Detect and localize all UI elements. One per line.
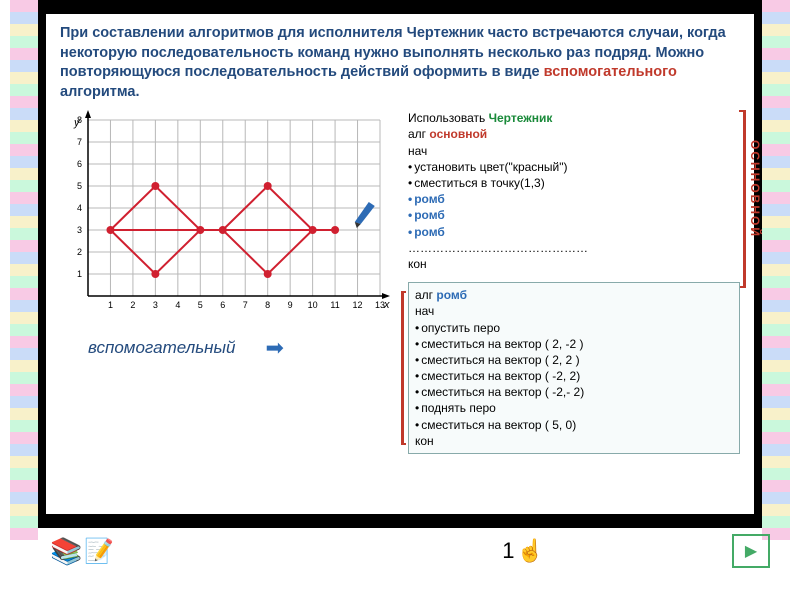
code-call: ромб [408,207,714,223]
alg-name-sub: ромб [436,288,467,302]
books-icon[interactable]: 📚 [50,536,82,567]
intro-text-2: алгоритма. [60,84,139,100]
grid-chart: 1234567891011121312345678xy [60,110,390,320]
svg-text:1: 1 [77,269,82,279]
svg-text:4: 4 [175,300,180,310]
code-cmd: опустить перо [415,320,733,336]
code-cmd: сместиться на вектор ( 5, 0) [415,417,733,433]
brace-main-icon [737,110,746,288]
decorative-border-left [10,0,38,540]
code-end: кон [415,433,733,449]
alg-name-main: основной [429,127,487,141]
code-call: ромб [408,224,714,240]
notepad-icon[interactable]: 📝 [84,537,114,566]
sub-algorithm-block: алг ромб нач опустить перосместиться на … [408,282,740,454]
slide-frame: При составлении алгоритмов для исполните… [38,0,762,528]
arrow-right-icon: ➡ [265,335,283,361]
code-call: ромб [408,191,714,207]
code-cmd: поднять перо [415,400,733,416]
svg-text:7: 7 [77,137,82,147]
hand-cursor-icon: ☝ [517,538,544,564]
code-text: алг [408,127,429,141]
svg-text:7: 7 [243,300,248,310]
svg-text:3: 3 [77,225,82,235]
svg-text:8: 8 [265,300,270,310]
code-begin: нач [408,143,714,159]
auxiliary-label: вспомогательный [88,338,235,358]
code-cmd: сместиться на вектор ( -2, 2) [415,368,733,384]
code-cmd: сместиться на вектор ( 2, -2 ) [415,336,733,352]
code-begin: нач [415,303,733,319]
svg-text:6: 6 [220,300,225,310]
vertical-main-label: ОСННОВНОЙ [748,140,762,238]
svg-text:6: 6 [77,159,82,169]
svg-text:5: 5 [77,181,82,191]
svg-text:2: 2 [130,300,135,310]
svg-text:12: 12 [353,300,363,310]
code-cmd: сместиться на вектор ( 2, 2 ) [415,352,733,368]
page-number: 1 [502,538,514,564]
play-icon: ▶ [745,541,757,561]
main-algorithm-block: ОСННОВНОЙ Использовать Чертежник алг осн… [408,110,740,272]
play-button[interactable]: ▶ [732,534,770,568]
code-text: Использовать [408,111,489,125]
decorative-border-right [762,0,790,540]
code-end: кон [408,256,714,272]
code-text: алг [415,288,436,302]
executor-name: Чертежник [489,111,553,125]
svg-text:11: 11 [330,300,339,310]
brace-sub-icon [401,291,409,445]
svg-text:9: 9 [288,300,293,310]
svg-text:10: 10 [308,300,318,310]
svg-text:5: 5 [198,300,203,310]
intro-highlight: вспомогательного [544,64,677,80]
code-cmd: установить цвет("красный") [408,159,714,175]
svg-text:3: 3 [153,300,158,310]
svg-text:2: 2 [77,247,82,257]
code-dots: ……………………………………… [408,240,714,256]
svg-text:4: 4 [77,203,82,213]
intro-paragraph: При составлении алгоритмов для исполните… [60,24,740,102]
code-cmd: сместиться в точку(1,3) [408,175,714,191]
code-cmd: сместиться на вектор ( -2,- 2) [415,384,733,400]
svg-text:x: x [383,299,390,311]
svg-text:1: 1 [108,300,113,310]
